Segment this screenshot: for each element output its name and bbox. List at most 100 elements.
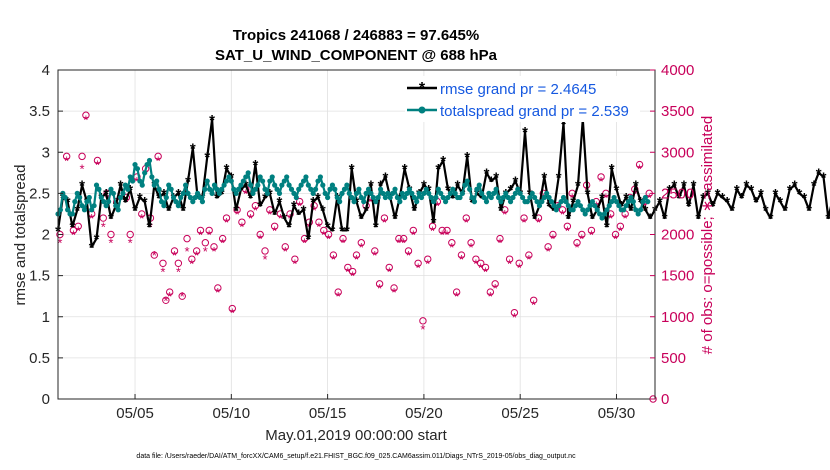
spread-point bbox=[637, 207, 644, 213]
spread-point bbox=[529, 190, 535, 196]
spread-point bbox=[168, 186, 174, 192]
rmse-point: * bbox=[691, 178, 697, 195]
spread-point bbox=[74, 190, 80, 196]
rmse-point: * bbox=[724, 194, 730, 211]
spread-point bbox=[211, 182, 218, 188]
spread-point bbox=[166, 182, 172, 188]
spread-point bbox=[387, 194, 393, 201]
rmse-point: * bbox=[744, 178, 750, 195]
obs-possible-point bbox=[162, 296, 170, 304]
rmse-point: * bbox=[565, 211, 571, 228]
rmse-point: * bbox=[378, 178, 384, 195]
obs-assimilated-point: * bbox=[618, 223, 623, 238]
rmse-point: * bbox=[402, 161, 408, 178]
obs-possible-point bbox=[78, 152, 86, 161]
obs-assimilated-point: * bbox=[469, 240, 474, 255]
y-axis-label: rmse and totalspread bbox=[12, 165, 29, 306]
rmse-point: * bbox=[349, 161, 355, 178]
y-right-tick-label: 3500 bbox=[661, 103, 694, 120]
obs-possible-point bbox=[558, 206, 567, 214]
spread-point bbox=[486, 190, 492, 196]
rmse-point: * bbox=[604, 219, 610, 236]
obs-possible-point bbox=[93, 156, 102, 165]
spread-point bbox=[558, 199, 564, 205]
rmse-point: * bbox=[209, 112, 215, 129]
rmse-point: * bbox=[695, 211, 701, 228]
spread-point bbox=[507, 199, 514, 205]
spread-point bbox=[527, 194, 533, 201]
spread-point bbox=[195, 190, 201, 196]
rmse-point: * bbox=[368, 178, 374, 195]
spread-point bbox=[293, 194, 299, 201]
obs-assimilated-point: * bbox=[326, 232, 331, 247]
obs-assimilated-point: * bbox=[613, 232, 618, 247]
spread-point bbox=[570, 207, 576, 213]
spread-point bbox=[291, 190, 297, 196]
rmse-point: * bbox=[320, 202, 326, 219]
spread-point bbox=[440, 194, 446, 201]
spread-point bbox=[57, 207, 64, 213]
rmse-point: * bbox=[493, 169, 499, 186]
obs-assimilated-point: * bbox=[449, 240, 454, 255]
obs-possible-point bbox=[481, 263, 490, 272]
obs-assimilated-point: * bbox=[368, 195, 373, 210]
rmse-point: * bbox=[734, 182, 740, 199]
rmse-point: * bbox=[748, 182, 754, 199]
x-tick-label: 05/25 bbox=[501, 405, 539, 422]
spread-point bbox=[423, 186, 429, 192]
spread-point bbox=[154, 178, 160, 184]
spread-point bbox=[457, 194, 463, 201]
obs-possible-point bbox=[74, 222, 82, 230]
rmse-point: * bbox=[729, 202, 735, 219]
obs-possible-point bbox=[371, 247, 379, 255]
obs-possible-point bbox=[69, 226, 78, 235]
spread-point bbox=[329, 182, 336, 188]
obs-assimilated-point: * bbox=[207, 228, 212, 243]
rmse-point: * bbox=[642, 202, 648, 219]
rmse-point: * bbox=[450, 190, 456, 207]
chart-title: Tropics 241068 / 246883 = 97.645% bbox=[233, 27, 479, 44]
obs-possible-point bbox=[443, 226, 451, 235]
spread-point bbox=[493, 186, 499, 192]
obs-possible-point bbox=[472, 255, 480, 263]
rmse-point: * bbox=[122, 194, 128, 211]
spread-point bbox=[418, 194, 425, 201]
spread-point bbox=[269, 174, 275, 180]
obs-assimilated-point: * bbox=[478, 260, 483, 275]
obs-assimilated-point: * bbox=[176, 265, 181, 280]
obs-assimilated-point: * bbox=[215, 285, 220, 300]
obs-assimilated-point: * bbox=[377, 281, 382, 296]
rmse-point: * bbox=[570, 194, 576, 211]
obs-assimilated-point: * bbox=[550, 232, 555, 247]
rmse-point: * bbox=[392, 211, 398, 228]
obs-assimilated-point: * bbox=[526, 252, 531, 267]
rmse-point: * bbox=[667, 182, 673, 199]
spread-point bbox=[587, 203, 593, 209]
x-tick-label: 05/10 bbox=[213, 405, 251, 422]
obs-assimilated-point: * bbox=[420, 322, 425, 337]
spread-point bbox=[584, 207, 591, 213]
obs-assimilated-point: * bbox=[80, 162, 85, 177]
obs-assimilated-point: * bbox=[224, 215, 229, 230]
obs-assimilated-point: * bbox=[220, 236, 225, 251]
obs-assimilated-point: * bbox=[546, 244, 551, 259]
spread-point bbox=[144, 161, 150, 168]
obs-possible-point bbox=[339, 234, 347, 243]
rmse-point: * bbox=[248, 190, 254, 207]
obs-possible-point bbox=[251, 202, 260, 210]
rmse-point: * bbox=[575, 178, 581, 195]
obs-assimilated-point: * bbox=[589, 228, 594, 243]
obs-possible-point bbox=[228, 304, 236, 313]
rmse-point: * bbox=[777, 194, 783, 211]
spread-point bbox=[281, 178, 287, 184]
y-right-tick-label: 500 bbox=[661, 350, 686, 367]
obs-assimilated-point: * bbox=[522, 215, 527, 230]
rmse-point: * bbox=[185, 174, 191, 191]
obs-assimilated-point: * bbox=[101, 219, 106, 234]
rmse-point: * bbox=[262, 190, 268, 207]
spread-point bbox=[69, 211, 76, 217]
spread-point bbox=[399, 190, 405, 196]
spread-point bbox=[310, 190, 316, 196]
rmse-point: * bbox=[671, 178, 677, 195]
obs-assimilated-point: * bbox=[425, 256, 430, 271]
